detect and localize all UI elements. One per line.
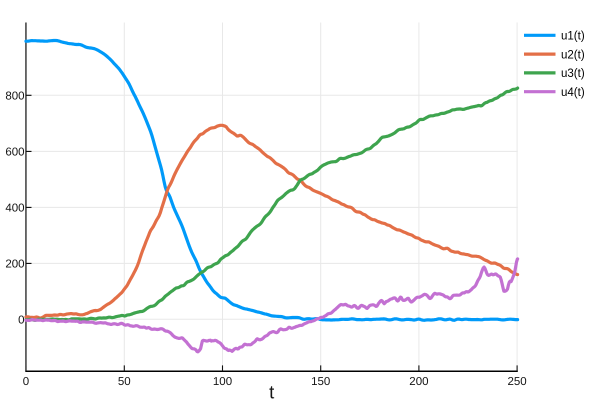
svg-text:u4(t): u4(t) xyxy=(561,87,585,99)
svg-text:0: 0 xyxy=(18,314,24,326)
svg-text:400: 400 xyxy=(5,202,24,214)
svg-text:u2(t): u2(t) xyxy=(561,49,585,61)
svg-text:600: 600 xyxy=(5,146,24,158)
svg-text:200: 200 xyxy=(5,258,24,270)
svg-text:250: 250 xyxy=(508,376,527,388)
svg-text:150: 150 xyxy=(311,376,330,388)
svg-text:t: t xyxy=(269,382,274,401)
svg-text:u3(t): u3(t) xyxy=(561,68,585,80)
svg-text:50: 50 xyxy=(118,376,131,388)
svg-text:200: 200 xyxy=(409,376,428,388)
svg-text:100: 100 xyxy=(213,376,232,388)
svg-text:800: 800 xyxy=(5,90,24,102)
svg-text:0: 0 xyxy=(23,376,29,388)
svg-text:u1(t): u1(t) xyxy=(561,31,585,43)
